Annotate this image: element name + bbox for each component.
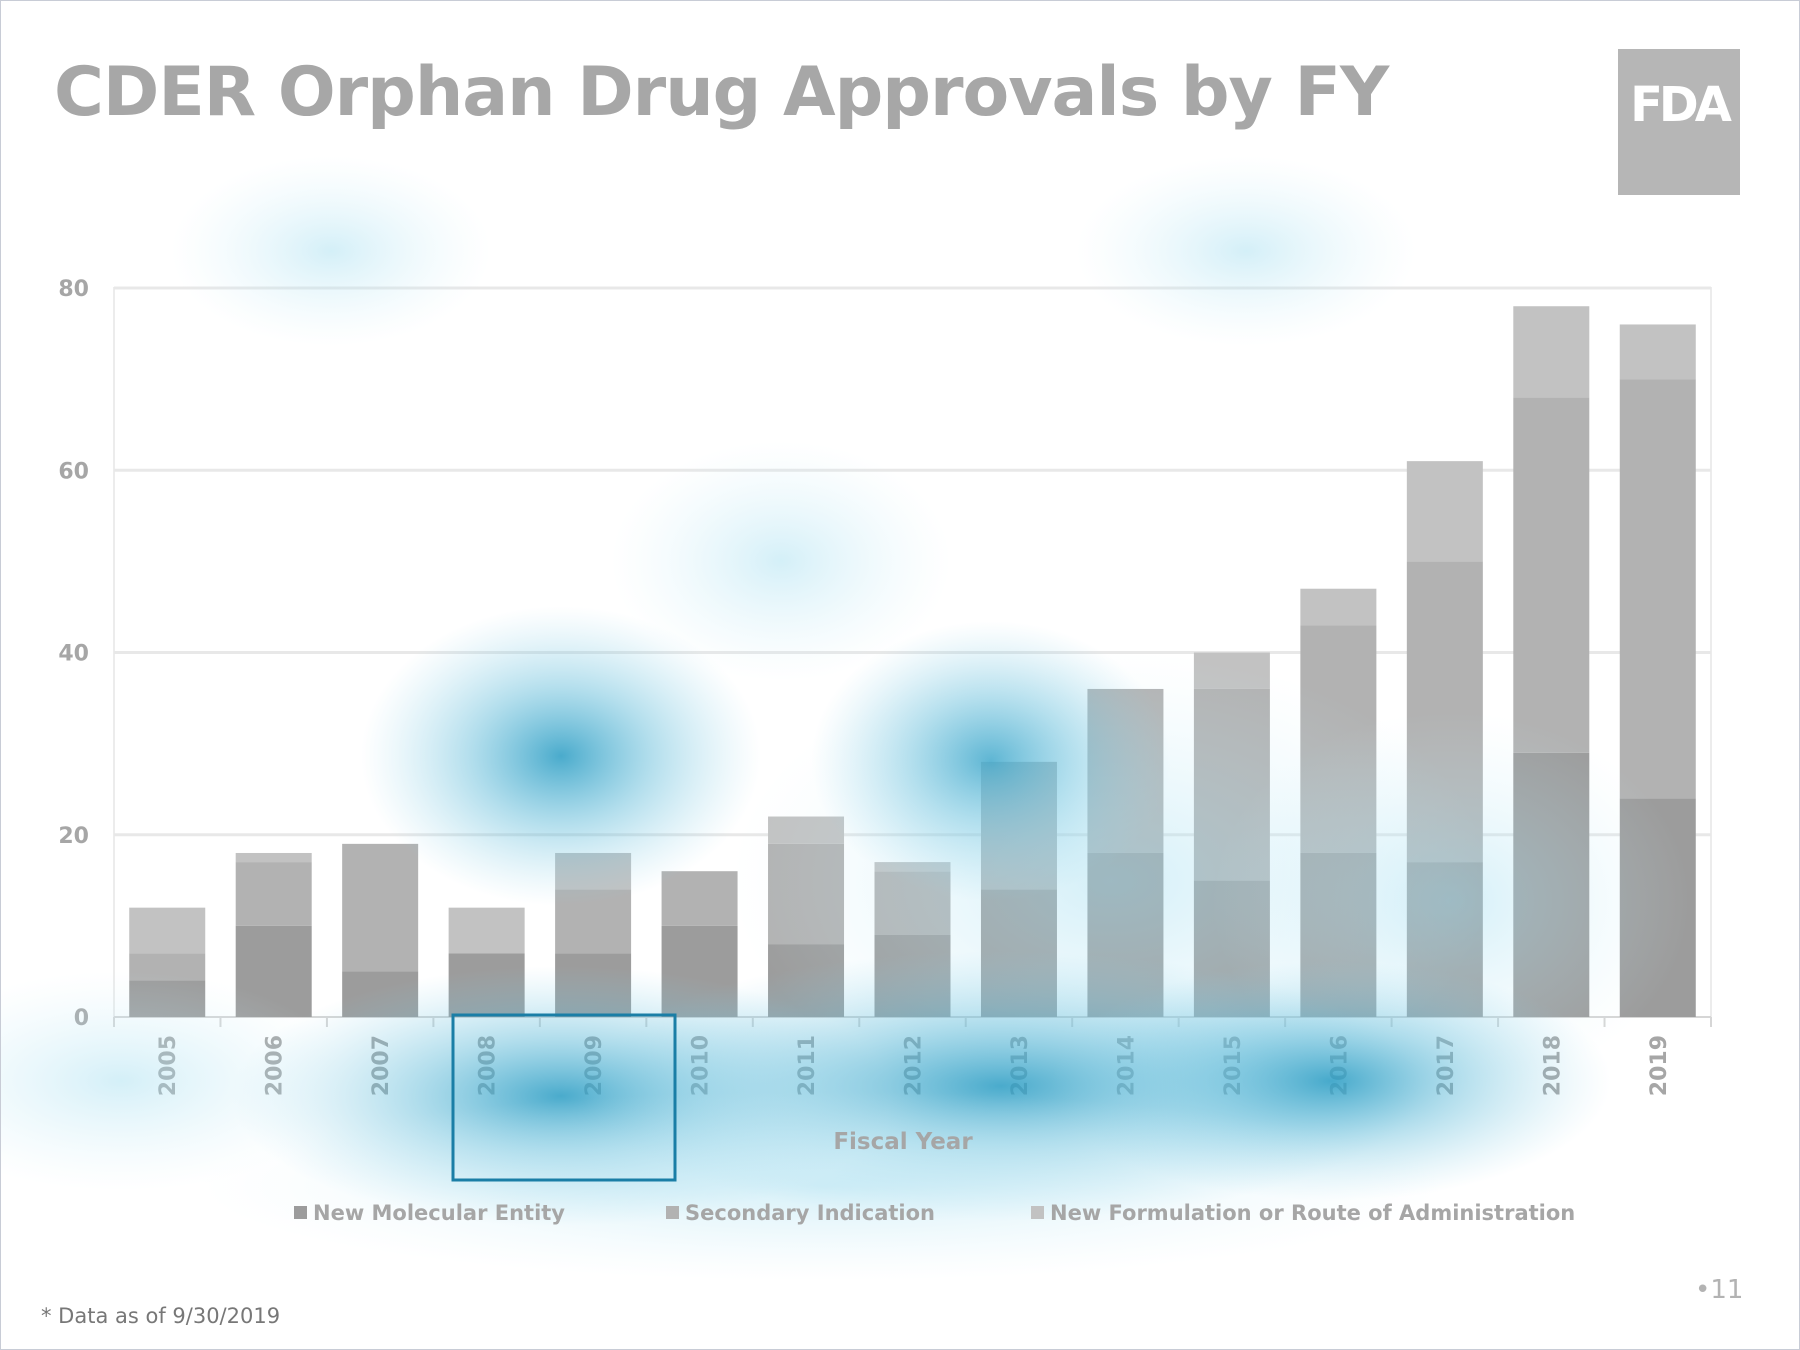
bar-segment-new-formulation-or-route-of-administration-2016 — [1300, 588, 1377, 626]
x-axis-title: Fiscal Year — [833, 1129, 973, 1155]
bar-segment-new-formulation-or-route-of-administration-2018 — [1513, 306, 1590, 398]
bar-segment-new-formulation-or-route-of-administration-2005 — [129, 907, 206, 954]
bar-segment-secondary-indication-2007 — [342, 843, 419, 972]
heatmap-blob — [1076, 156, 1416, 346]
heatmap-blob — [611, 441, 951, 681]
x-tick-label: 2019 — [1647, 1035, 1672, 1096]
heatmap-blob — [361, 606, 761, 906]
legend: New Molecular Entity Secondary Indication… — [294, 1201, 1575, 1225]
legend-swatch — [294, 1206, 307, 1219]
attention-heatmap-overlay — [1, 156, 1691, 1281]
page-number: •11 — [1695, 1275, 1744, 1305]
bar-segment-new-formulation-or-route-of-administration-2019 — [1619, 324, 1696, 380]
bar-segment-secondary-indication-2019 — [1619, 379, 1696, 799]
footnote: * Data as of 9/30/2019 — [41, 1304, 281, 1328]
y-tick-label: 80 — [58, 277, 89, 302]
page-title: CDER Orphan Drug Approvals by FY — [54, 53, 1389, 132]
legend-swatch — [666, 1206, 679, 1219]
heatmap-blob — [1, 971, 351, 1191]
bar-segment-new-formulation-or-route-of-administration-2017 — [1406, 461, 1483, 562]
bar-segment-new-formulation-or-route-of-administration-2008 — [448, 907, 525, 954]
legend-label: Secondary Indication — [685, 1201, 935, 1225]
legend-swatch — [1031, 1206, 1044, 1219]
fda-logo-text: FDA — [1630, 77, 1732, 133]
bar-segment-secondary-indication-2018 — [1513, 397, 1590, 753]
legend-label: New Formulation or Route of Administrati… — [1050, 1201, 1575, 1225]
legend-label: New Molecular Entity — [313, 1201, 565, 1225]
y-tick-label: 60 — [58, 459, 89, 484]
y-tick-label: 20 — [58, 824, 89, 849]
bar-segment-secondary-indication-2010 — [661, 871, 738, 926]
fda-logo: FDA — [1618, 49, 1740, 195]
highlight-box — [451, 1013, 677, 1182]
y-tick-label: 40 — [58, 642, 89, 667]
bar-segment-new-formulation-or-route-of-administration-2006 — [235, 852, 312, 863]
heatmap-blob — [201, 1091, 1441, 1281]
bar-segment-secondary-indication-2006 — [235, 862, 312, 926]
heatmap-blob — [171, 156, 491, 346]
